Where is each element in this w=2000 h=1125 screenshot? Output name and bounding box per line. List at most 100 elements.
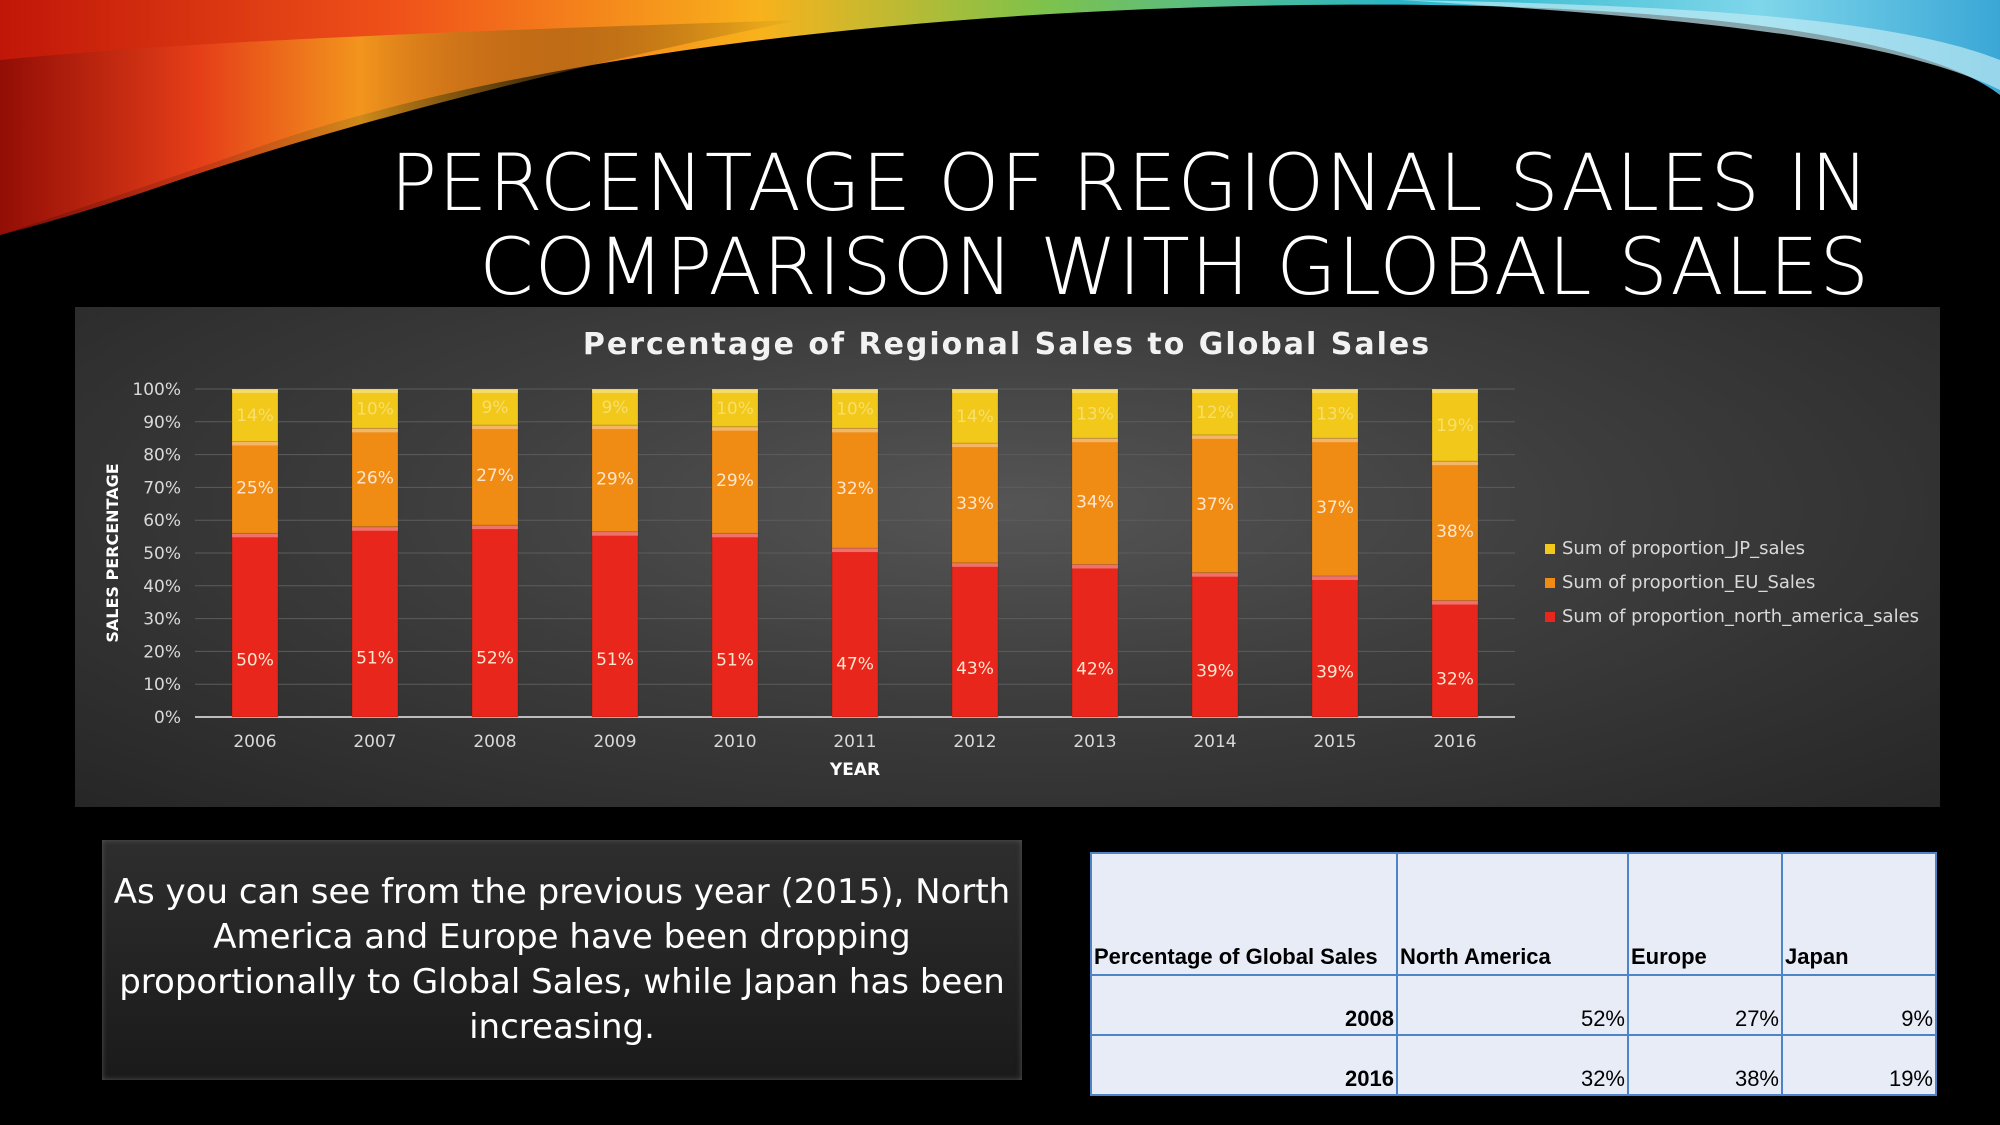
bar-segment-highlight xyxy=(472,425,518,430)
bar-segment xyxy=(351,427,399,528)
data-label: 37% xyxy=(1316,498,1354,518)
bar-segment xyxy=(831,547,879,718)
x-tick-label: 2016 xyxy=(1433,732,1476,752)
data-label: 32% xyxy=(1436,669,1474,689)
legend-swatch xyxy=(1545,578,1555,588)
bar-segment-highlight xyxy=(832,548,878,553)
y-tick-label: 30% xyxy=(143,610,181,630)
x-tick-label: 2011 xyxy=(833,732,876,752)
slide-title-line-1: PERCENTAGE OF REGIONAL SALES IN xyxy=(390,139,1870,229)
bar-segment-highlight xyxy=(472,525,518,530)
legend-swatch xyxy=(1545,612,1555,622)
legend-label: Sum of proportion_north_america_sales xyxy=(1562,606,1919,627)
bar-segment xyxy=(1191,388,1239,436)
bar-segment xyxy=(1431,388,1479,462)
y-tick-label: 100% xyxy=(132,380,181,400)
bar-segment xyxy=(831,427,879,549)
bar-segment-highlight xyxy=(1072,438,1118,443)
bar-segment xyxy=(1311,437,1359,577)
data-label: 37% xyxy=(1196,495,1234,515)
data-label: 25% xyxy=(236,478,274,498)
bar-segment-highlight xyxy=(712,426,758,431)
x-tick-label: 2015 xyxy=(1313,732,1356,752)
table-cell: 19% xyxy=(1781,1034,1937,1096)
x-tick-label: 2009 xyxy=(593,732,636,752)
bar-segment-highlight xyxy=(1192,389,1238,393)
data-label: 38% xyxy=(1436,522,1474,542)
bar-segment-highlight xyxy=(232,389,278,393)
bar-segment-highlight xyxy=(592,389,638,393)
y-tick-label: 10% xyxy=(143,675,181,695)
table-header-cell: Japan xyxy=(1781,852,1937,976)
y-tick-label: 60% xyxy=(143,511,181,531)
stacked-bar-chart: Percentage of Regional Sales to Global S… xyxy=(103,327,1919,780)
slide-title: PERCENTAGE OF REGIONAL SALES IN COMPARIS… xyxy=(370,142,1870,310)
bar-segment-highlight xyxy=(592,425,638,430)
bar-segment-highlight xyxy=(832,389,878,393)
bar-segment xyxy=(351,526,399,718)
table-header-cell: North America xyxy=(1396,852,1629,976)
bar-segment-highlight xyxy=(1192,434,1238,439)
bar-segment-highlight xyxy=(952,443,998,448)
y-tick-label: 20% xyxy=(143,642,181,662)
bar-segment-highlight xyxy=(712,533,758,538)
bar-segment xyxy=(351,388,399,429)
bar-segment xyxy=(231,440,279,534)
table-header-cell: Percentage of Global Sales xyxy=(1090,852,1398,976)
bar-segment-highlight xyxy=(1432,461,1478,466)
bar-segment-highlight xyxy=(232,533,278,538)
bar-segment-highlight xyxy=(352,428,398,433)
table-cell: 32% xyxy=(1396,1034,1629,1096)
bar-segment-highlight xyxy=(232,441,278,446)
bar-segment xyxy=(591,388,639,426)
data-label: 51% xyxy=(596,650,634,670)
x-tick-label: 2006 xyxy=(233,732,276,752)
bar-segment xyxy=(591,531,639,718)
table-row: 2016 32% 38% 19% xyxy=(1090,1034,1937,1096)
decorative-swoosh xyxy=(0,0,2000,235)
data-label: 29% xyxy=(596,469,634,489)
chart-panel: Percentage of Regional Sales to Global S… xyxy=(75,307,1940,807)
data-label: 33% xyxy=(956,494,994,514)
bar-segment-highlight xyxy=(952,389,998,393)
y-tick-label: 80% xyxy=(143,446,181,466)
data-label: 51% xyxy=(356,649,394,669)
bar-segment-highlight xyxy=(952,562,998,567)
x-tick-label: 2012 xyxy=(953,732,996,752)
summary-table: Percentage of Global Sales North America… xyxy=(1090,852,1937,1096)
bar-segment xyxy=(1431,600,1479,718)
bar-segment-highlight xyxy=(1312,575,1358,580)
x-tick-label: 2014 xyxy=(1193,732,1236,752)
table-cell-year: 2016 xyxy=(1090,1034,1398,1096)
bar-segment xyxy=(831,388,879,429)
data-label: 26% xyxy=(356,469,394,489)
bar-segment xyxy=(951,562,999,718)
table-cell: 52% xyxy=(1396,974,1629,1036)
bar-segment xyxy=(1311,388,1359,439)
table-cell: 27% xyxy=(1627,974,1783,1036)
bar-segment xyxy=(711,388,759,428)
data-label: 19% xyxy=(1436,416,1474,436)
bar-segment xyxy=(711,426,759,534)
data-label: 50% xyxy=(236,651,274,671)
legend-label: Sum of proportion_JP_sales xyxy=(1562,538,1805,559)
data-label: 9% xyxy=(482,398,509,418)
bar-segment-highlight xyxy=(1192,572,1238,577)
data-label: 10% xyxy=(356,400,394,420)
y-tick-label: 50% xyxy=(143,544,181,564)
data-label: 32% xyxy=(836,479,874,499)
x-tick-label: 2013 xyxy=(1073,732,1116,752)
x-tick-label: 2007 xyxy=(353,732,396,752)
bar-segment xyxy=(471,524,519,718)
data-label: 34% xyxy=(1076,492,1114,512)
y-tick-label: 90% xyxy=(143,413,181,433)
y-axis-title: SALES PERCENTAGE xyxy=(103,463,122,642)
bar-segment-highlight xyxy=(1072,564,1118,569)
data-label: 9% xyxy=(602,398,629,418)
data-label: 52% xyxy=(476,648,514,668)
data-label: 14% xyxy=(956,407,994,427)
bar-segment xyxy=(231,388,279,442)
table-cell-year: 2008 xyxy=(1090,974,1398,1036)
bar-segment-highlight xyxy=(1312,389,1358,393)
data-label: 39% xyxy=(1196,662,1234,682)
